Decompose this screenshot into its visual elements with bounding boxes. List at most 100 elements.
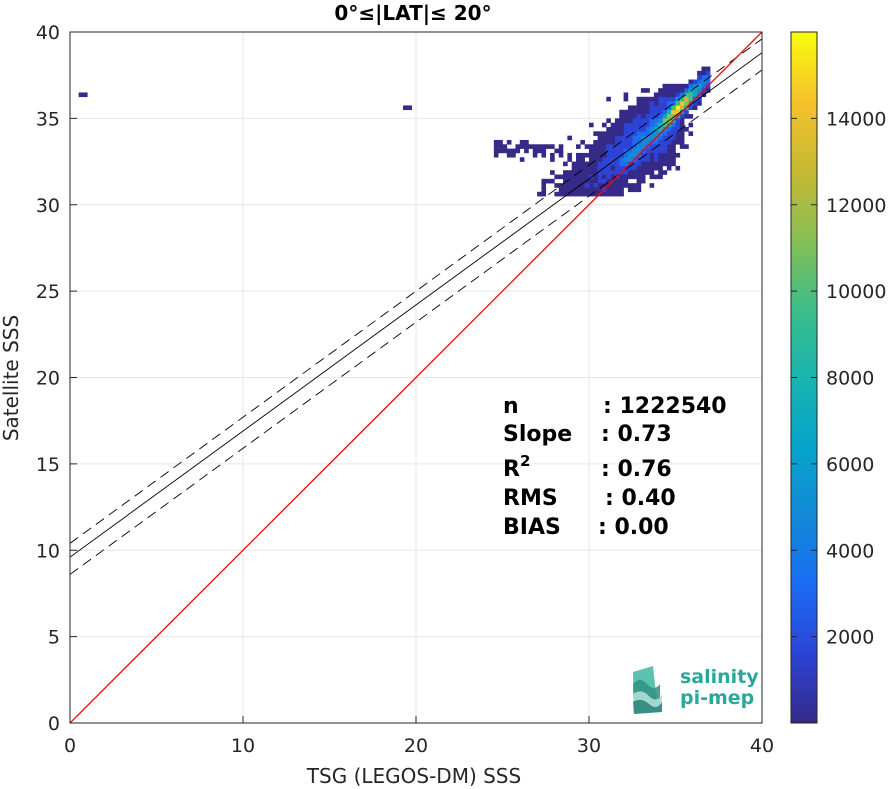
density-cell	[623, 144, 629, 149]
density-cell	[675, 92, 681, 98]
y-tick-label: 20	[36, 368, 60, 390]
density-cell	[541, 187, 547, 193]
density-cell	[627, 174, 633, 180]
density-cell	[614, 178, 620, 184]
density-cell	[671, 152, 676, 158]
density-cell	[671, 122, 676, 128]
density-cell	[658, 122, 663, 128]
density-cell	[563, 191, 568, 197]
density-cell	[619, 165, 624, 171]
density-cell	[705, 88, 711, 93]
density-cell	[653, 101, 659, 106]
density-cell	[692, 105, 698, 111]
stat-label: n	[503, 394, 519, 419]
density-cell	[537, 191, 542, 197]
density-cell	[658, 139, 663, 145]
density-cell	[601, 148, 607, 154]
density-cell	[636, 114, 642, 119]
density-cell	[584, 152, 590, 158]
density-cell	[649, 114, 655, 119]
density-cell	[606, 127, 611, 132]
stat-value: : 0.76	[601, 457, 672, 482]
density-cell	[498, 139, 503, 145]
density-cell	[662, 105, 668, 111]
density-cell	[666, 105, 672, 111]
density-cell	[623, 183, 629, 188]
density-cell	[632, 105, 637, 111]
density-cell	[623, 148, 629, 154]
density-cell	[688, 96, 694, 102]
density-cell	[627, 165, 633, 171]
density-cell	[614, 127, 620, 132]
density-cell	[614, 165, 620, 171]
density-cell	[567, 152, 572, 158]
density-cell	[606, 178, 611, 184]
density-cell	[671, 88, 676, 93]
density-cell	[649, 109, 655, 115]
density-cell	[627, 122, 633, 128]
density-cell	[632, 118, 637, 123]
density-cell	[671, 114, 676, 119]
density-cell	[679, 139, 685, 145]
density-cell	[623, 152, 629, 158]
density-cell	[580, 157, 585, 162]
density-cell	[645, 165, 650, 171]
density-cell	[567, 187, 572, 193]
density-cell	[558, 191, 564, 197]
axis-ticks: 0 10 20 30 40 0 5 10 15 20 25 30 35 40	[36, 22, 774, 757]
density-cell	[619, 144, 624, 149]
density-cell	[632, 174, 637, 180]
density-cell	[688, 79, 694, 85]
density-cell	[614, 191, 620, 197]
density-cell	[636, 96, 642, 102]
density-cell	[662, 148, 668, 154]
density-cell	[692, 83, 698, 89]
density-cell	[614, 157, 620, 162]
density-cell	[619, 174, 624, 180]
density-cell	[589, 170, 594, 175]
density-cell	[601, 178, 607, 184]
density-cell	[684, 96, 689, 102]
density-cell	[671, 83, 676, 89]
density-cell	[679, 101, 685, 106]
density-cell	[692, 79, 698, 85]
density-cell	[589, 187, 594, 193]
density-cell	[688, 92, 694, 98]
density-cell	[697, 88, 702, 93]
density-cell	[597, 187, 603, 193]
density-cell	[632, 144, 637, 149]
density-cell	[567, 157, 572, 162]
density-cell	[623, 96, 629, 102]
density-cell	[705, 75, 711, 80]
density-cell	[627, 127, 633, 132]
density-cell	[627, 139, 633, 145]
density-cell	[645, 105, 650, 111]
density-cell	[649, 165, 655, 171]
density-cell	[554, 183, 560, 188]
density-cell	[653, 148, 659, 154]
density-cell	[653, 161, 659, 167]
density-cell	[640, 157, 646, 162]
density-cell	[645, 139, 650, 145]
density-cell	[649, 122, 655, 128]
density-cell	[666, 165, 672, 171]
density-cell	[606, 161, 611, 167]
density-cell	[649, 161, 655, 167]
density-cell	[601, 174, 607, 180]
density-cell	[671, 139, 676, 145]
density-cell	[532, 148, 538, 154]
density-cell	[619, 148, 624, 154]
density-cell	[697, 75, 702, 80]
density-cell	[597, 135, 603, 141]
density-cell	[653, 109, 659, 115]
density-cell	[610, 170, 616, 175]
density-cell	[576, 152, 581, 158]
density-cell	[666, 101, 672, 106]
density-cell	[640, 114, 646, 119]
density-cell	[675, 152, 681, 158]
density-cell	[623, 114, 629, 119]
density-cell	[662, 161, 668, 167]
density-cell	[649, 148, 655, 154]
density-cell	[636, 183, 642, 188]
